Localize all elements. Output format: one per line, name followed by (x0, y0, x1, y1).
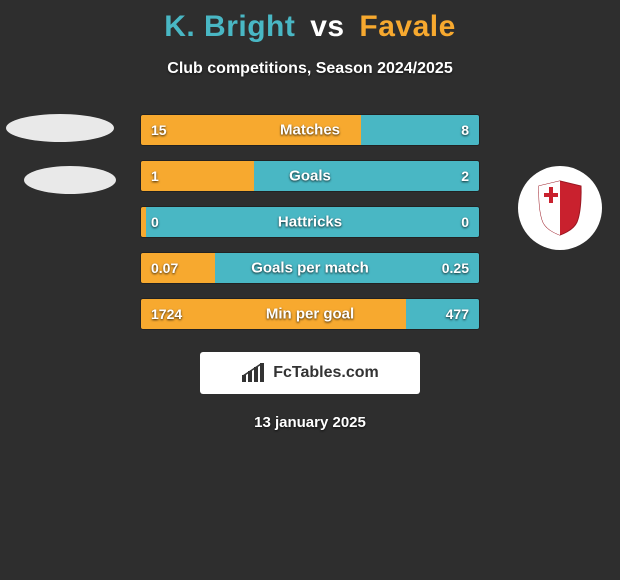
stat-label: Min per goal (266, 306, 354, 323)
stat-right-value: 2 (461, 168, 469, 184)
brand-text: FcTables.com (273, 364, 379, 382)
stat-right-value: 0 (461, 214, 469, 230)
stat-label: Hattricks (278, 214, 342, 231)
stat-left-value: 1 (151, 168, 159, 184)
player2-club-badge (518, 166, 602, 250)
stat-row: 1724 477 Min per goal (140, 298, 480, 330)
stat-right-value: 8 (461, 122, 469, 138)
stat-row: 1 2 Goals (140, 160, 480, 192)
subtitle: Club competitions, Season 2024/2025 (0, 60, 620, 78)
stat-label: Goals per match (251, 260, 369, 277)
comparison-title: K. Bright vs Favale (0, 0, 620, 44)
date-text: 13 january 2025 (0, 414, 620, 431)
stat-bar-right (254, 161, 479, 191)
stat-left-value: 1724 (151, 306, 182, 322)
stat-left-value: 15 (151, 122, 167, 138)
stat-right-value: 477 (446, 306, 469, 322)
stat-label: Goals (289, 168, 331, 185)
stat-bars: 15 8 Matches 1 2 Goals 0 0 Hattricks 0.07 0.25 Goal… (140, 114, 480, 330)
brand-box: FcTables.com (200, 352, 420, 394)
stat-left-value: 0.07 (151, 260, 178, 276)
shield-icon (537, 180, 583, 236)
stat-left-value: 0 (151, 214, 159, 230)
stat-row: 15 8 Matches (140, 114, 480, 146)
vs-text: vs (310, 10, 344, 43)
player1-avatar-placeholder-1 (6, 114, 114, 142)
player1-avatar-placeholder-2 (24, 166, 116, 194)
stat-label: Matches (280, 122, 340, 139)
stat-row: 0 0 Hattricks (140, 206, 480, 238)
bars-icon (241, 363, 267, 383)
stat-right-value: 0.25 (442, 260, 469, 276)
player2-name: Favale (359, 10, 455, 43)
player1-name: K. Bright (164, 10, 295, 43)
comparison-stage: 15 8 Matches 1 2 Goals 0 0 Hattricks 0.07 0.25 Goal… (0, 114, 620, 330)
stat-row: 0.07 0.25 Goals per match (140, 252, 480, 284)
